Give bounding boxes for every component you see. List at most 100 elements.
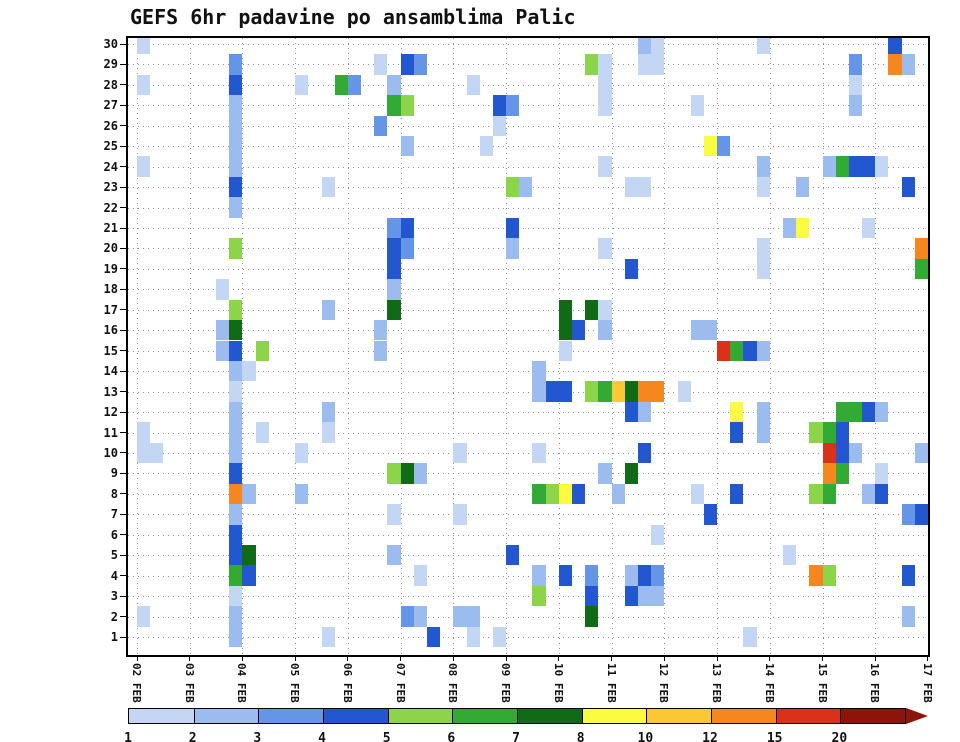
heatmap-cell: [229, 136, 243, 157]
heatmap-cell: [347, 74, 362, 96]
x-tick-label: 07 FEB: [393, 663, 407, 703]
heatmap-cell: [374, 320, 388, 341]
heatmap-cell: [466, 606, 480, 627]
heatmap-cell: [400, 217, 414, 239]
heatmap-cell: [598, 381, 612, 402]
grid-hline: [128, 350, 928, 352]
heatmap-cell: [822, 463, 836, 484]
y-tick: [120, 104, 127, 106]
heatmap-cell: [295, 483, 309, 505]
grid-hline: [128, 473, 928, 475]
heatmap-cell: [677, 381, 691, 402]
grid-hline: [128, 268, 928, 270]
grid-hline: [128, 555, 928, 557]
x-tick-label: 03 FEB: [182, 663, 196, 703]
y-tick: [120, 125, 127, 127]
heatmap-cell: [532, 565, 546, 586]
x-tick: [189, 655, 191, 661]
heatmap-cell: [822, 442, 836, 464]
heatmap-cell: [598, 463, 612, 484]
x-tick-label: 02 FEB: [130, 663, 143, 703]
heatmap-cell: [796, 217, 810, 239]
heatmap-cell: [453, 504, 467, 525]
heatmap-cell: [585, 54, 599, 75]
heatmap-cell: [690, 95, 704, 116]
heatmap-cell: [387, 217, 401, 239]
heatmap-cell: [756, 401, 770, 423]
y-tick-label: 19: [103, 261, 118, 276]
y-tick-label: 23: [103, 180, 118, 195]
heatmap-cell: [229, 463, 243, 484]
y-tick: [120, 575, 127, 577]
y-tick: [120, 207, 127, 209]
colorbar-segment: [711, 709, 776, 723]
heatmap-cell: [229, 442, 243, 464]
heatmap-cell: [862, 483, 876, 505]
heatmap-cell: [558, 299, 573, 321]
grid-hline: [128, 125, 928, 127]
grid-hline: [128, 493, 928, 495]
heatmap-cell: [532, 381, 546, 402]
grid-hline: [128, 289, 928, 291]
y-tick: [120, 636, 127, 638]
x-tick: [716, 655, 718, 661]
heatmap-cell: [506, 95, 520, 116]
grid-hline: [128, 514, 928, 516]
y-tick-label: 15: [103, 343, 118, 358]
heatmap-cell: [901, 504, 915, 525]
heatmap-cell: [598, 156, 612, 177]
heatmap-cell: [321, 176, 335, 198]
heatmap-cell: [598, 238, 612, 259]
heatmap-cell: [717, 340, 731, 361]
heatmap-cell: [387, 279, 401, 300]
heatmap-cell: [572, 320, 586, 341]
x-tick-label: 08 FEB: [446, 663, 460, 703]
heatmap-cell: [229, 401, 243, 423]
x-tick: [241, 655, 243, 661]
heatmap-cell: [901, 606, 915, 627]
heatmap-cell: [242, 544, 256, 566]
heatmap-cell: [229, 483, 243, 505]
heatmap-cell: [453, 606, 467, 627]
colorbar-divider: [581, 709, 583, 723]
x-tick-label: 06 FEB: [340, 663, 354, 703]
heatmap-cell: [229, 544, 243, 566]
y-tick: [120, 513, 127, 515]
heatmap-cell: [651, 54, 665, 75]
x-tick-label: 14 FEB: [762, 663, 776, 703]
heatmap-cell: [862, 156, 876, 177]
heatmap-cell: [756, 176, 770, 198]
heatmap-cell: [532, 483, 546, 505]
x-tick: [400, 655, 402, 661]
heatmap-cell: [822, 483, 836, 505]
heatmap-cell: [137, 156, 151, 177]
heatmap-cell: [137, 422, 151, 443]
heatmap-cell: [321, 626, 335, 648]
colorbar-segment: [581, 709, 647, 723]
heatmap-cell: [611, 381, 625, 402]
y-tick: [120, 534, 127, 536]
colorbar-label: 2: [188, 731, 197, 742]
grid-hline: [128, 105, 928, 107]
heatmap-cell: [400, 136, 414, 157]
heatmap-cell: [624, 401, 638, 423]
colorbar-segment: [646, 709, 711, 723]
heatmap-cell: [651, 38, 665, 55]
heatmap-cell: [743, 340, 757, 361]
heatmap-cell: [572, 483, 586, 505]
colorbar-divider: [323, 709, 324, 723]
heatmap-cell: [637, 54, 652, 75]
heatmap-cell: [321, 401, 335, 423]
grid-hline: [128, 64, 928, 66]
y-tick: [120, 595, 127, 597]
heatmap-cell: [862, 217, 876, 239]
heatmap-cell: [875, 156, 889, 177]
heatmap-cell: [585, 381, 599, 402]
heatmap-cell: [558, 320, 573, 341]
y-tick: [120, 616, 127, 618]
heatmap-cell: [229, 238, 243, 259]
heatmap-cell: [743, 626, 757, 648]
heatmap-cell: [914, 258, 928, 280]
y-tick-label: 12: [103, 405, 118, 420]
